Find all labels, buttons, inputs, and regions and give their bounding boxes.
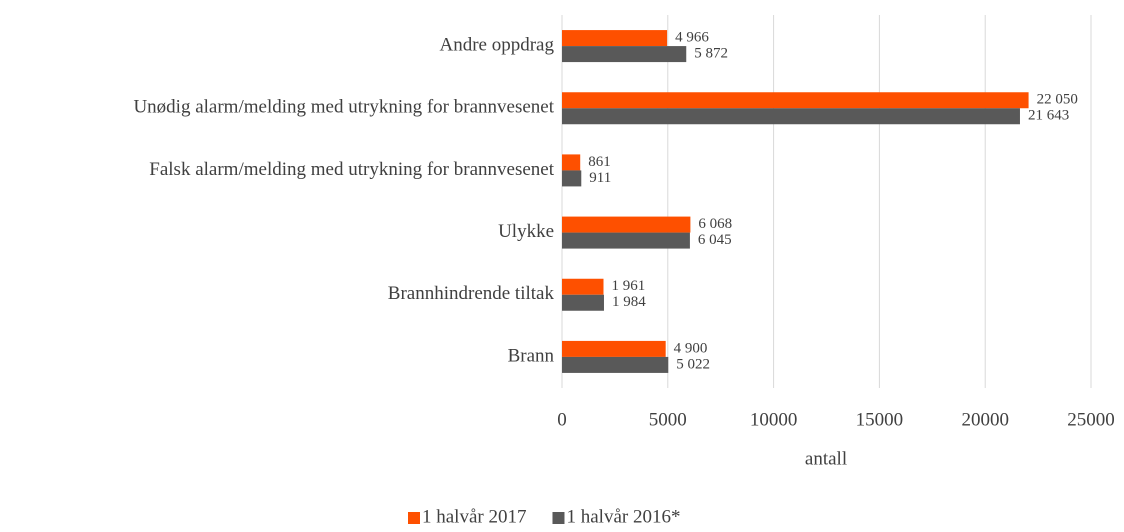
legend-label: 1 halvår 2017 (422, 506, 526, 527)
value-label: 6 068 (698, 216, 732, 232)
x-tick-label: 10000 (750, 409, 798, 430)
bar (562, 108, 1020, 125)
x-axis-label: antall (805, 448, 847, 469)
value-label: 5 022 (676, 356, 710, 372)
bar (562, 154, 581, 171)
y-tick-label: Brannhindrende tiltak (388, 283, 555, 304)
bar (562, 46, 687, 63)
value-label: 4 900 (674, 340, 708, 356)
x-tick-label: 25000 (1067, 409, 1115, 430)
value-label: 22 050 (1037, 92, 1078, 108)
bar (562, 356, 669, 373)
value-label: 21 643 (1028, 108, 1069, 124)
x-tick-label: 5000 (649, 409, 687, 430)
bar (562, 278, 604, 295)
value-label: 1 984 (612, 294, 646, 310)
value-label: 4 966 (675, 30, 709, 46)
value-label: 911 (589, 170, 611, 186)
bar (562, 340, 666, 357)
y-tick-label: Brann (508, 345, 555, 366)
y-tick-label: Ulykke (498, 221, 554, 242)
bar (562, 170, 582, 187)
y-tick-label: Andre oppdrag (440, 34, 555, 55)
y-tick-label: Unødig alarm/melding med utrykning for b… (133, 97, 554, 118)
bar (562, 232, 690, 249)
x-tick-label: 20000 (961, 409, 1009, 430)
x-tick-label: 0 (557, 409, 567, 430)
y-tick-label: Falsk alarm/melding med utrykning for br… (149, 159, 554, 180)
value-label: 5 872 (694, 46, 728, 62)
value-label: 1 961 (611, 278, 645, 294)
bar (562, 216, 691, 233)
legend-label: 1 halvår 2016* (566, 506, 680, 527)
legend-swatch (408, 512, 420, 524)
bar (562, 294, 604, 311)
bar (562, 30, 668, 47)
bar (562, 92, 1029, 109)
value-label: 861 (588, 154, 611, 170)
x-tick-label: 15000 (856, 409, 904, 430)
legend-swatch (552, 512, 565, 524)
value-label: 6 045 (698, 232, 732, 248)
